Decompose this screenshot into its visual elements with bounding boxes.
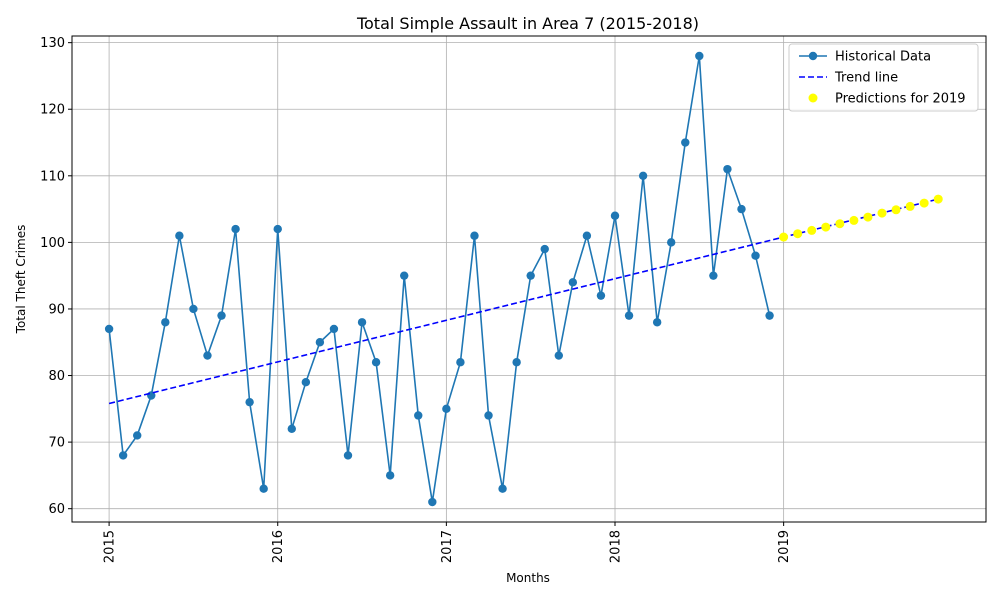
y-tick-label: 120 [40,103,65,118]
historical-data-point [287,424,296,433]
historical-data-point [554,351,563,360]
historical-data-point [357,318,367,327]
historical-data-point [582,231,592,240]
prediction-point [919,198,929,208]
historical-data-point [428,497,437,507]
plot-frame [71,35,987,523]
x-tick-label: 2017 [440,530,455,563]
historical-data-point [301,377,311,387]
prediction-point [779,232,789,242]
historical-data-point [231,224,240,234]
historical-data-point [751,251,760,260]
y-tick-label: 80 [48,369,65,384]
historical-data-point [709,271,718,280]
historical-data-point [610,211,620,220]
legend-label: Historical Data [835,50,931,65]
y-axis-label: Total Theft Crimes [14,225,28,335]
prediction-point [807,225,817,235]
prediction-point [891,205,901,215]
historical-data-point [371,358,381,367]
historical-data-point [596,291,606,300]
plot-area [71,35,987,523]
y-tick-label: 70 [48,436,65,451]
historical-data-point [512,358,521,367]
historical-data-point [456,358,465,367]
x-tick-label: 2018 [609,530,624,563]
historical-data-point [695,51,704,61]
historical-data-point [189,304,198,314]
x-tick-label: 2015 [103,530,118,563]
y-tick-label: 110 [40,169,65,184]
historical-data-point [161,318,170,327]
historical-data-point [385,471,395,480]
historical-data-point [245,397,254,407]
historical-data-point [737,204,746,214]
historical-data-point [400,271,409,280]
prediction-point [835,219,845,229]
x-tick-label: 2016 [271,530,286,563]
historical-data-point [175,231,184,240]
legend-label: Trend line [834,71,898,86]
historical-data-point [484,411,493,420]
historical-data-point [723,164,732,174]
historical-data-point [667,238,676,247]
prediction-point [849,215,859,225]
prediction-point [793,229,803,239]
historical-data-point [681,138,690,147]
historical-data-point [568,278,578,287]
historical-data-point [470,231,479,240]
y-axis: 60 70 80 90 100 110 120 130 [40,36,72,517]
historical-data-point [217,311,226,320]
historical-data-point [329,324,339,334]
legend-label: Predictions for 2019 [835,92,966,107]
y-tick-label: 130 [40,36,65,51]
historical-data-point [652,318,662,327]
y-tick-label: 60 [48,502,65,517]
historical-data-point [133,431,142,440]
chart-title: Total Simple Assault in Area 7 (2015-201… [356,14,699,33]
historical-data-point [104,324,114,334]
x-axis-label: Months [506,571,550,585]
historical-data-line [108,55,771,503]
historical-data-point [765,311,774,320]
prediction-point [933,194,943,204]
historical-data-point [526,271,535,280]
legend-marker-historical [808,51,818,61]
historical-data-point [498,484,507,493]
series-layer [104,51,943,507]
historical-data-point [414,411,423,420]
legend: Historical Data Trend line Predictions for… [788,43,979,112]
historical-data-point [118,451,128,460]
historical-data-point [638,171,648,181]
historical-data-point [273,224,282,234]
historical-data-point [315,338,325,347]
x-axis: 2015 2016 2017 2018 2019 [103,522,792,563]
prediction-point [863,212,873,222]
y-tick-label: 90 [48,302,65,317]
historical-data-point [540,244,549,254]
legend-marker-predictions [808,93,818,103]
prediction-point [905,201,915,211]
historical-data-point [442,404,451,414]
x-tick-label: 2019 [777,530,792,563]
y-tick-label: 100 [40,236,65,251]
historical-data-point [624,311,634,320]
historical-data-point [343,451,353,460]
prediction-point [821,222,831,232]
historical-data-point [259,484,268,493]
prediction-point [877,208,887,218]
historical-data-point [203,351,212,360]
legend-box [788,43,979,112]
